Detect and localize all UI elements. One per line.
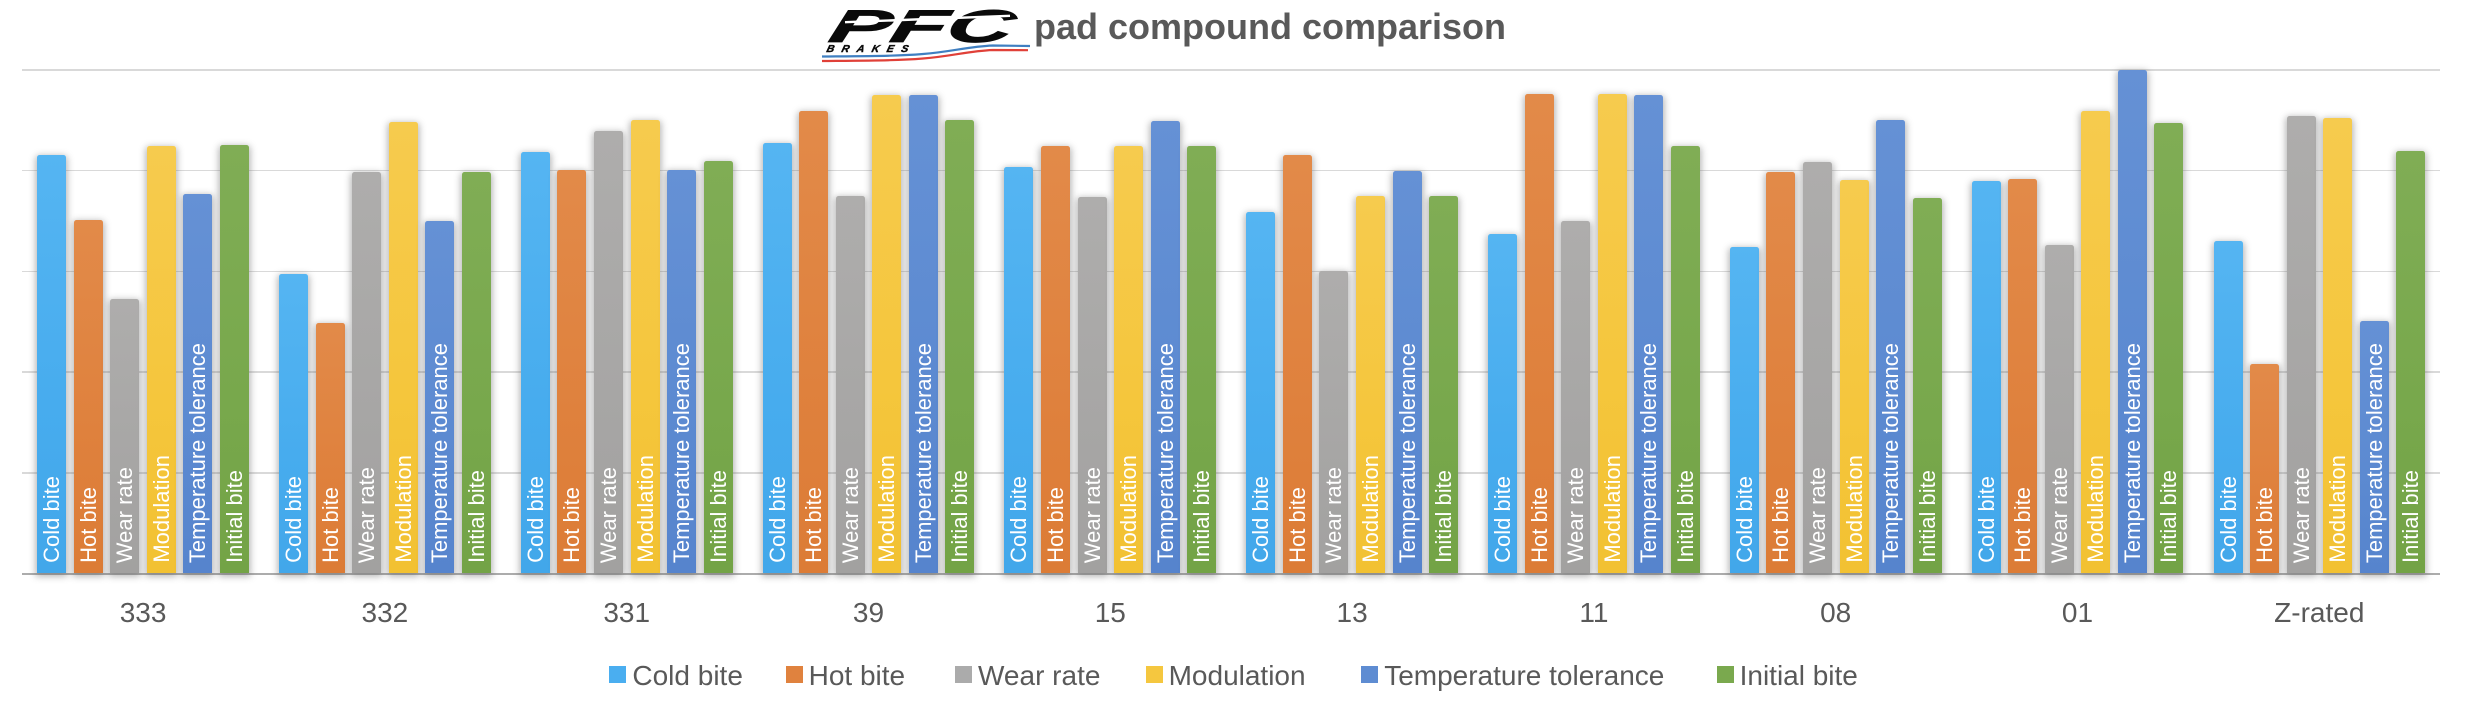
svg-text:BRAKES: BRAKES — [825, 44, 917, 55]
svg-text:PFC: PFC — [824, 2, 1022, 52]
